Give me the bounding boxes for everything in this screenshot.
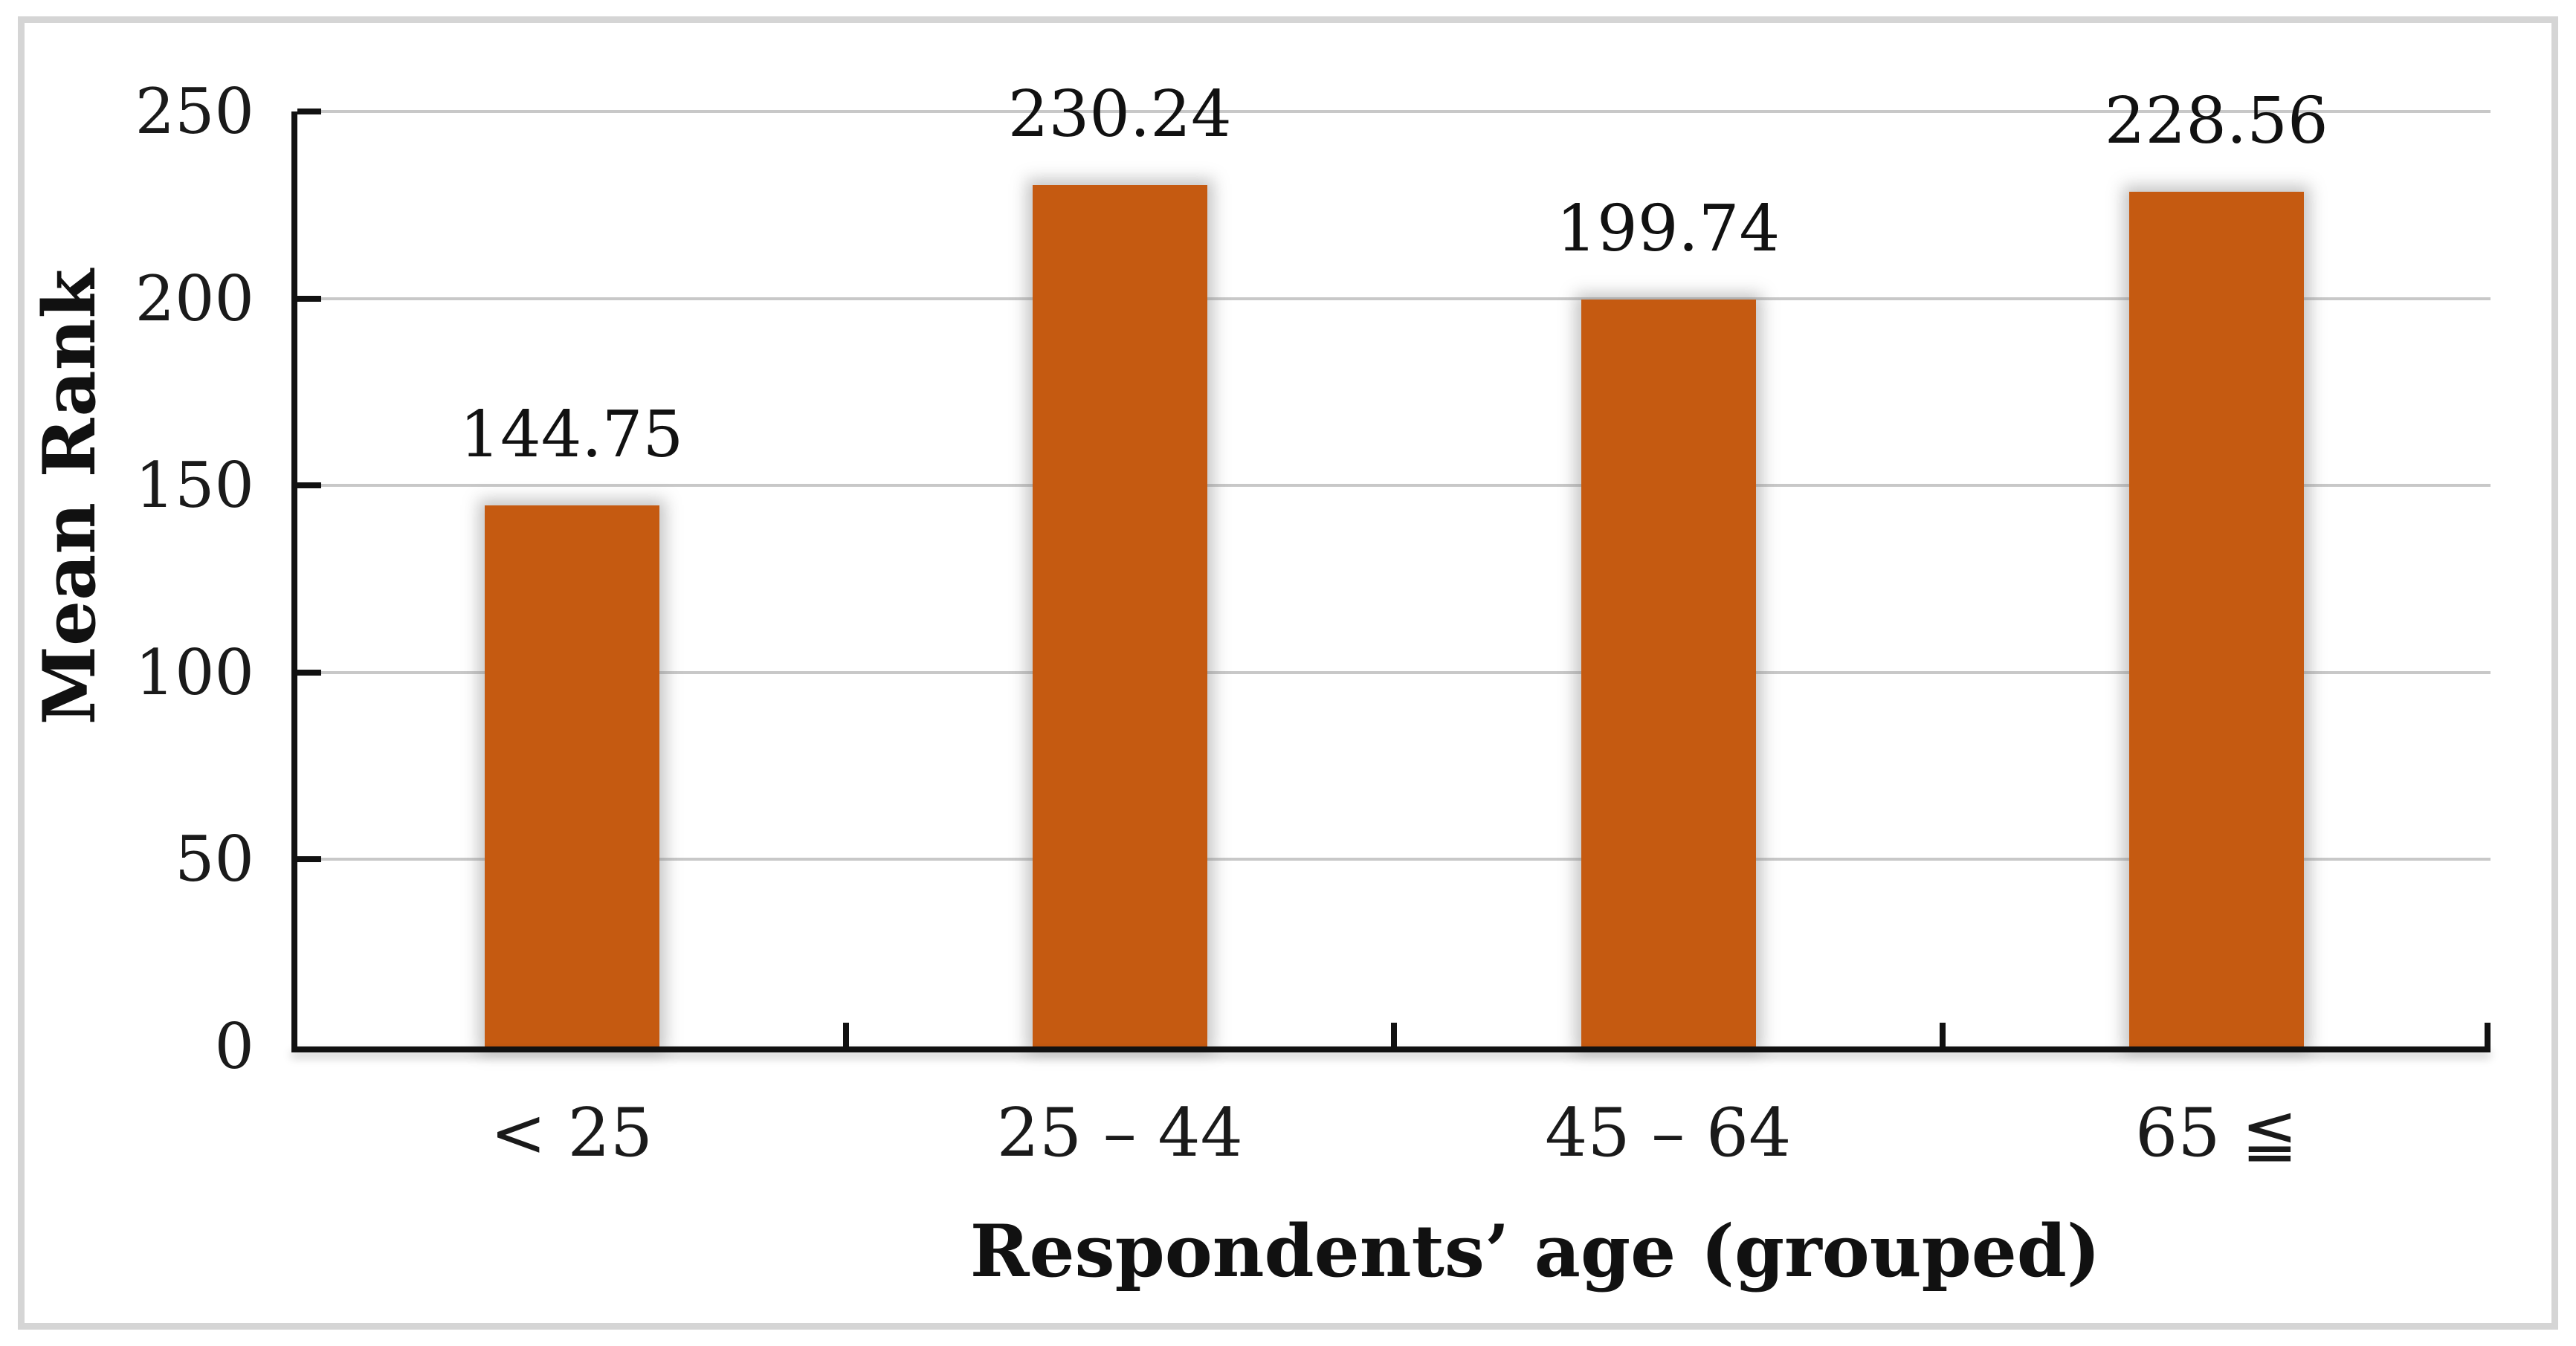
x-axis-title: Respondents’ age (grouped) bbox=[969, 1209, 2101, 1293]
y-tick-label-250: 250 bbox=[135, 75, 254, 148]
data-label-2: 230.24 bbox=[1007, 77, 1232, 152]
data-label-1: 144.75 bbox=[459, 397, 684, 472]
bar-3 bbox=[1581, 299, 1756, 1046]
gridline-250 bbox=[297, 110, 2491, 113]
y-tick-mark-50 bbox=[297, 856, 321, 863]
gridline-100 bbox=[297, 670, 2491, 674]
category-label-4: 65 ≦ bbox=[2134, 1094, 2298, 1172]
category-label-3: 45 – 64 bbox=[1545, 1094, 1792, 1172]
x-tick-mark-1 bbox=[842, 1023, 849, 1046]
y-tick-label-150: 150 bbox=[135, 449, 254, 522]
y-tick-label-100: 100 bbox=[135, 635, 254, 709]
plot-area: Mean Rank Respondents’ age (grouped) 0 50… bbox=[28, 80, 2491, 1287]
gridline-150 bbox=[297, 484, 2491, 488]
x-tick-mark-2 bbox=[1391, 1023, 1397, 1046]
gridline-50 bbox=[297, 858, 2491, 861]
x-axis-line bbox=[291, 1046, 2491, 1052]
x-tick-mark-3 bbox=[1939, 1023, 1946, 1046]
data-label-3: 199.74 bbox=[1556, 191, 1781, 266]
y-tick-label-200: 200 bbox=[135, 262, 254, 335]
y-tick-mark-100 bbox=[297, 669, 321, 676]
y-axis-line bbox=[291, 111, 297, 1052]
y-tick-mark-200 bbox=[297, 295, 321, 302]
category-label-2: 25 – 44 bbox=[996, 1094, 1243, 1172]
gridline-200 bbox=[297, 297, 2491, 300]
bar-4 bbox=[2129, 191, 2305, 1046]
category-label-1: < 25 bbox=[490, 1094, 653, 1172]
bar-1 bbox=[484, 505, 659, 1046]
y-tick-mark-250 bbox=[297, 109, 321, 114]
y-tick-mark-150 bbox=[297, 482, 321, 489]
y-tick-label-50: 50 bbox=[175, 823, 254, 896]
data-label-4: 228.56 bbox=[2104, 83, 2328, 158]
bar-2 bbox=[1033, 185, 1208, 1046]
x-tick-mark-4 bbox=[2485, 1023, 2491, 1046]
y-axis-title: Mean Rank bbox=[28, 269, 112, 725]
y-axis-title-container: Mean Rank bbox=[28, 85, 112, 909]
y-tick-label-0: 0 bbox=[214, 1010, 254, 1083]
